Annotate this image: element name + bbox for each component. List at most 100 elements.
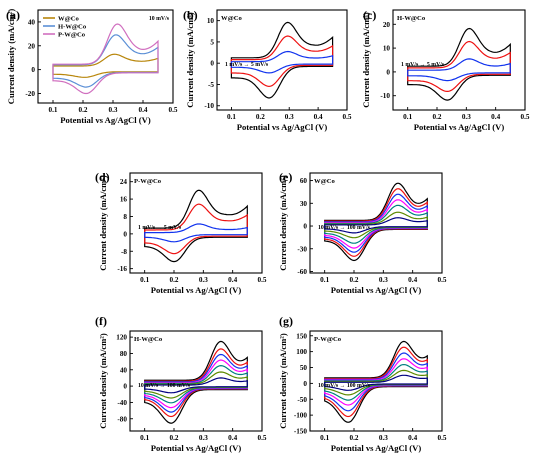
y-tick-label: 8	[123, 213, 127, 221]
y-tick-label: -30	[297, 245, 307, 253]
plot-frame	[129, 330, 263, 432]
y-tick-label: 20	[383, 21, 391, 29]
y-tick-label: 0	[123, 383, 127, 391]
y-tick-label: -80	[117, 415, 127, 423]
cv-curve-series-2	[144, 203, 248, 255]
legend-label: H-W@Co	[58, 23, 87, 30]
x-tick-label: 0.4	[491, 113, 500, 121]
scan-rate-note: 10 mV/s	[149, 16, 170, 22]
y-tick-label: 24	[120, 178, 128, 186]
plot-frame	[37, 9, 174, 104]
y-axis-title: Current density (mA/cm²)	[278, 175, 288, 271]
x-tick-label: 0.5	[438, 434, 447, 442]
cv-curve-series-7	[144, 377, 248, 394]
x-axis-title: Potential vs Ag/AgCl (V)	[414, 122, 505, 132]
x-tick-label: 0.2	[350, 434, 359, 442]
x-axis-title: Potential vs Ag/AgCl (V)	[237, 122, 328, 132]
x-tick-label: 0.3	[379, 276, 388, 284]
cv-curve-series-7	[324, 217, 428, 234]
cv-panel-f: (f) 0.1 0.2 0.3 0.4 0.5 -80 -40 0 40 80 120 Potentia…	[95, 314, 267, 453]
x-tick-label: 0.3	[199, 434, 208, 442]
cv-panel-d: (d) 0.1 0.2 0.3 0.4 0.5 -16 -8 0 8 16 24 Potential v…	[95, 170, 267, 295]
panel-title: H-W@Co	[134, 336, 163, 343]
panel-title: H-W@Co	[397, 15, 426, 22]
x-tick-label: 0.4	[408, 276, 417, 284]
y-tick-label: -10	[380, 92, 390, 100]
x-tick-label: 0.1	[403, 113, 412, 121]
y-axis-title: Current density (mA/cm²)	[98, 175, 108, 271]
x-tick-label: 0.1	[140, 276, 149, 284]
panel-label: (a)	[6, 8, 20, 22]
y-tick-label: 30	[300, 200, 308, 208]
cv-curve-series-3	[144, 223, 248, 243]
plot-area	[324, 340, 428, 423]
plot-area	[144, 189, 248, 263]
y-axis-title: Current density (mA/cm²)	[185, 12, 195, 108]
y-tick-label: 0	[210, 60, 214, 68]
panel-title: P-W@Co	[134, 178, 162, 185]
x-axis-title: Potential vs Ag/AgCl (V)	[151, 285, 242, 295]
cv-panel-e: (e) 0.1 0.2 0.3 0.4 0.5 -60 -30 0 30 60 Potential v…	[278, 170, 447, 295]
x-tick-label: 0.4	[139, 106, 148, 114]
panel-title: W@Co	[221, 15, 242, 22]
y-tick-label: 40	[28, 18, 36, 26]
plot-area	[144, 340, 248, 424]
y-tick-label: 10	[383, 45, 391, 53]
y-tick-label: -40	[117, 399, 127, 407]
x-axis-title: Potential vs Ag/AgCl (V)	[331, 285, 422, 295]
scan-rate-note: 1 mV/s → 5 mV/s	[225, 62, 269, 68]
x-tick-label: 0.2	[79, 106, 88, 114]
x-tick-label: 0.1	[227, 113, 236, 121]
x-tick-label: 0.1	[49, 106, 58, 114]
y-tick-label: 10	[207, 17, 215, 25]
plot-frame	[216, 9, 348, 111]
plot-area	[52, 23, 159, 95]
y-tick-label: 0	[303, 380, 307, 388]
y-tick-label: -16	[117, 265, 127, 273]
plot-frame	[392, 9, 526, 111]
y-tick-label: -100	[294, 412, 308, 420]
x-tick-label: 0.3	[285, 113, 294, 121]
x-tick-label: 0.2	[170, 434, 179, 442]
y-tick-label: 60	[300, 177, 308, 185]
y-tick-label: -50	[297, 396, 307, 404]
y-axis-title: Current density (mA/cm²)	[6, 9, 16, 105]
plot-area	[407, 27, 511, 101]
legend-label: P-W@Co	[58, 31, 86, 38]
scan-rate-note: 10 mV/s → 100 mV/s	[318, 225, 371, 231]
panel-label: (c)	[363, 8, 376, 22]
y-tick-label: -5	[208, 81, 214, 89]
y-tick-label: -60	[297, 268, 307, 276]
x-tick-label: 0.5	[258, 434, 267, 442]
cv-curve-series-7	[324, 374, 428, 391]
x-axis-title: Potential vs Ag/AgCl (V)	[331, 443, 422, 453]
plot-frame	[309, 330, 443, 432]
x-tick-label: 0.5	[258, 276, 267, 284]
scan-rate-note: 1 mV/s → 5 mV/s	[138, 225, 182, 231]
plot-frame	[309, 172, 443, 274]
x-tick-label: 0.5	[521, 113, 530, 121]
y-tick-label: 20	[28, 42, 36, 50]
plot-frame	[129, 172, 263, 274]
y-tick-label: 0	[123, 230, 127, 238]
cv-panel-b: (b) 0.1 0.2 0.3 0.4 0.5 -10 -5 0 5 10 Potential vs …	[183, 8, 352, 132]
panel-title: P-W@Co	[314, 336, 342, 343]
y-tick-label: 5	[210, 38, 214, 46]
y-tick-label: 0	[31, 66, 35, 74]
cv-panel-g: (g) 0.1 0.2 0.3 0.4 0.5 -150 -100 -50 0 50 100 150 Po…	[278, 314, 447, 453]
x-tick-label: 0.5	[438, 276, 447, 284]
cv-curve-series-2	[407, 40, 511, 93]
y-tick-label: -10	[204, 102, 214, 110]
x-tick-label: 0.1	[320, 276, 329, 284]
y-tick-label: 80	[120, 350, 128, 358]
panel-label: (d)	[95, 170, 110, 184]
scan-rate-note: 1 mV/s → 5 mV/s	[401, 62, 445, 68]
cv-curve-series-2	[230, 35, 334, 88]
panel-label: (b)	[183, 8, 198, 22]
panel-label: (g)	[279, 314, 293, 328]
x-tick-label: 0.3	[379, 434, 388, 442]
x-tick-label: 0.5	[169, 106, 178, 114]
y-axis-title: Current density (mA/cm²)	[98, 333, 108, 429]
panel-label: (f)	[95, 314, 107, 328]
